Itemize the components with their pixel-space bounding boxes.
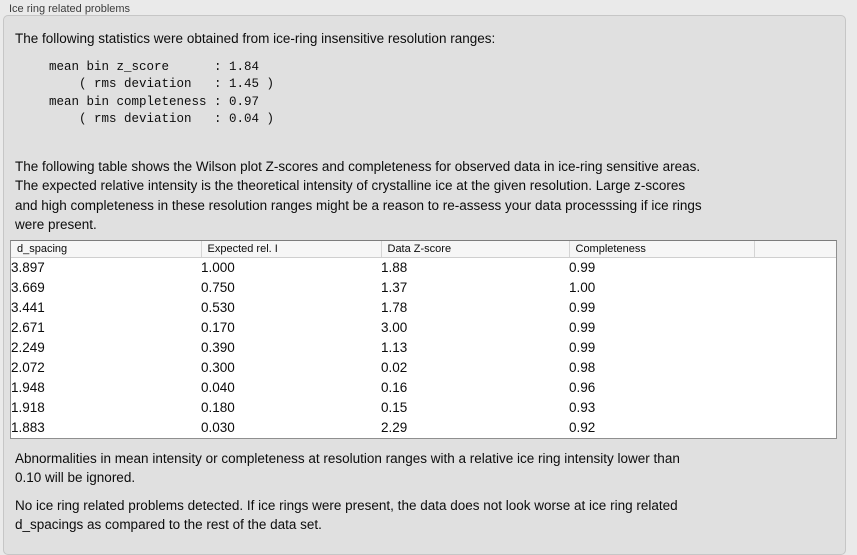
table-cell: 1.37	[381, 279, 408, 295]
table-cell: 1.13	[381, 339, 408, 355]
table-cell: 0.02	[381, 359, 408, 375]
table-cell: 0.92	[569, 419, 596, 435]
table-cell: 0.170	[201, 319, 235, 335]
intro-text: The following statistics were obtained f…	[15, 31, 496, 46]
table-row[interactable]: 1.883 0.030 2.29 0.92	[11, 418, 836, 438]
column-header-expected-rel-i[interactable]: Expected rel. I	[201, 240, 382, 258]
table-cell-empty	[754, 257, 836, 278]
table-cell: 1.883	[11, 419, 45, 435]
table-cell: 0.040	[201, 379, 235, 395]
table-cell: 2.072	[11, 359, 45, 375]
table-cell: 1.918	[11, 399, 45, 415]
table-cell: 1.88	[381, 259, 408, 275]
table-cell: 0.93	[569, 399, 596, 415]
ice-ring-table: d_spacing Expected rel. I Data Z-score Comp…	[10, 239, 837, 439]
table-row[interactable]: 1.918 0.180 0.15 0.93	[11, 398, 836, 418]
table-cell: 0.750	[201, 279, 235, 295]
table-cell: 0.99	[569, 259, 596, 275]
table-cell: 0.99	[569, 299, 596, 315]
table-cell-empty	[754, 418, 836, 438]
table-row[interactable]: 2.671 0.170 3.00 0.99	[11, 318, 836, 338]
table-cell: 0.180	[201, 399, 235, 415]
table-header-row: d_spacing Expected rel. I Data Z-score Comp…	[11, 240, 836, 258]
table-cell: 3.441	[11, 299, 45, 315]
column-header-d-spacing[interactable]: d_spacing	[11, 240, 202, 258]
table-cell: 2.249	[11, 339, 45, 355]
table-cell: 0.99	[569, 339, 596, 355]
table-cell-empty	[754, 358, 836, 378]
table-cell: 2.29	[381, 419, 408, 435]
table-cell-empty	[754, 378, 836, 398]
table-cell-empty	[754, 278, 836, 298]
ignore-note: Abnormalities in mean intensity or compl…	[15, 450, 680, 486]
table-cell: 1.000	[201, 259, 235, 275]
table-cell-empty	[754, 298, 836, 318]
table-cell: 3.669	[11, 279, 45, 295]
table-cell: 0.300	[201, 359, 235, 375]
table-cell: 1.00	[569, 279, 596, 295]
table-cell-empty	[754, 398, 836, 418]
column-header-completeness[interactable]: Completeness	[569, 240, 755, 258]
table-cell: 3.897	[11, 259, 45, 275]
table-row[interactable]: 3.441 0.530 1.78 0.99	[11, 298, 836, 318]
panel-title: Ice ring related problems	[9, 3, 131, 15]
table-cell-empty	[754, 338, 836, 358]
table-row[interactable]: 3.669 0.750 1.37 1.00	[11, 278, 836, 298]
table-cell: 1.78	[381, 299, 408, 315]
column-header-empty[interactable]	[754, 240, 836, 258]
table-cell-empty	[754, 318, 836, 338]
conclusion-text: No ice ring related problems detected. I…	[15, 497, 678, 533]
column-header-data-z-score[interactable]: Data Z-score	[381, 240, 570, 258]
stats-block: mean bin z_score : 1.84 ( rms deviation …	[49, 59, 275, 127]
table-cell: 0.15	[381, 399, 408, 415]
table-cell: 0.98	[569, 359, 596, 375]
table-description: The following table shows the Wilson plo…	[15, 158, 702, 233]
ice-ring-panel: The following statistics were obtained f…	[3, 15, 846, 555]
table-cell: 0.96	[569, 379, 596, 395]
table-row[interactable]: 3.897 1.000 1.88 0.99	[11, 257, 836, 278]
table-row[interactable]: 2.072 0.300 0.02 0.98	[11, 358, 836, 378]
table-cell: 0.16	[381, 379, 408, 395]
table-cell: 0.030	[201, 419, 235, 435]
table-cell: 0.390	[201, 339, 235, 355]
table-cell: 1.948	[11, 379, 45, 395]
table-cell: 2.671	[11, 319, 45, 335]
table-row[interactable]: 1.948 0.040 0.16 0.96	[11, 378, 836, 398]
table-cell: 3.00	[381, 319, 408, 335]
table-cell: 0.530	[201, 299, 235, 315]
table-row[interactable]: 2.249 0.390 1.13 0.99	[11, 338, 836, 358]
table-cell: 0.99	[569, 319, 596, 335]
